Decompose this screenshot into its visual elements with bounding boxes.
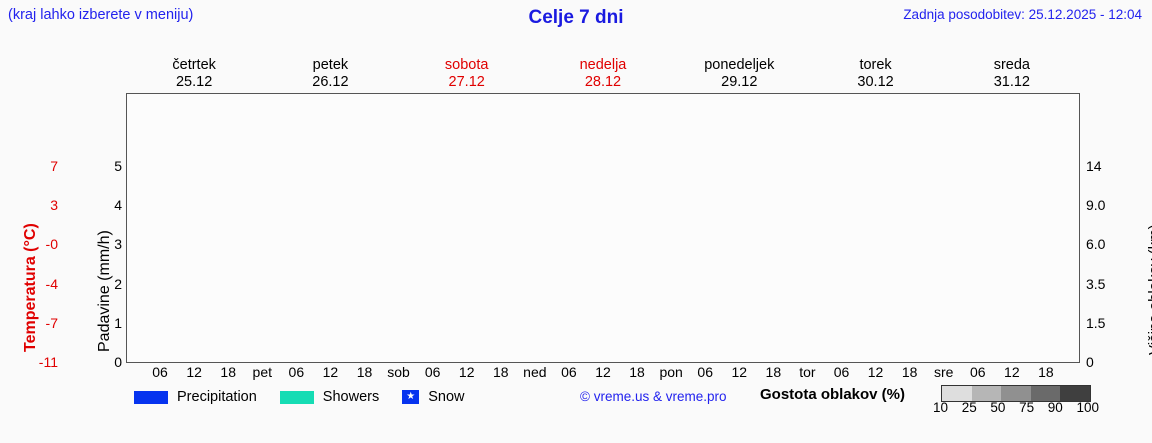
x-tick-label: 18 xyxy=(901,364,918,380)
day-header-7: sreda 31.12 xyxy=(944,57,1080,91)
day-date: 31.12 xyxy=(993,74,1030,90)
precipitation-tick-1: 4 xyxy=(114,197,122,214)
cloud-density-step xyxy=(1030,386,1061,401)
x-tick-label: 18 xyxy=(629,364,645,380)
cloud-density-tick: 100 xyxy=(1076,400,1099,415)
day-header-5: ponedeljek 29.12 xyxy=(671,57,807,91)
day-name: torek xyxy=(859,57,892,73)
precipitation-tick-2: 3 xyxy=(114,236,122,253)
cloudheight-tick-0: 14 xyxy=(1086,158,1102,174)
x-tick-label: 06 xyxy=(833,364,850,380)
cloud-density-colorbar xyxy=(941,385,1091,402)
day-date: 25.12 xyxy=(175,74,213,90)
x-tick-label: 12 xyxy=(595,364,611,380)
cloud-density-ticks: 10 25 50 75 90 100 xyxy=(933,400,1099,415)
cloud-density-tick: 25 xyxy=(961,400,977,415)
cloud-density-title: Gostota oblakov (%) xyxy=(760,386,906,403)
cloud-density-step xyxy=(1060,386,1090,401)
day-header-3: sobota 27.12 xyxy=(399,57,535,91)
day-name: petek xyxy=(312,57,349,73)
x-tick-label: 06 xyxy=(697,364,713,380)
x-tick-label: ned xyxy=(523,364,547,380)
cloud-density-tick: 75 xyxy=(1019,400,1035,415)
x-tick-label: sre xyxy=(933,364,954,380)
cloud-density-tick: 90 xyxy=(1047,400,1063,415)
x-tick-label: 18 xyxy=(1038,364,1054,380)
credit-link[interactable]: © vreme.us & vreme.pro xyxy=(580,389,727,404)
cloudheight-tick-3: 3.5 xyxy=(1086,275,1106,292)
cloudheight-tick-5: 0 xyxy=(1086,354,1094,370)
temperature-tick-4: -7 xyxy=(45,314,58,331)
page-header: (kraj lahko izberete v meniju) Celje 7 d… xyxy=(0,0,1152,34)
temperature-tick-1: 3 xyxy=(50,197,58,214)
temperature-tick-0: 7 xyxy=(50,158,58,174)
cloud-density-tick: 50 xyxy=(990,400,1006,415)
day-name: sreda xyxy=(993,57,1030,73)
cloudheight-tick-2: 6.0 xyxy=(1086,236,1106,253)
day-date: 28.12 xyxy=(584,74,622,90)
day-header-1: četrtek 25.12 xyxy=(126,57,262,91)
location-menu-note[interactable]: (kraj lahko izberete v meniju) xyxy=(8,7,194,23)
x-tick-label: pet xyxy=(252,364,273,380)
cloud-density-tick: 10 xyxy=(933,400,949,415)
cloud-density-step xyxy=(1001,386,1031,401)
x-tick-label: 18 xyxy=(356,364,373,380)
snow-swatch-icon: ★ xyxy=(402,390,420,404)
legend-label-precipitation: Precipitation xyxy=(177,389,257,405)
day-name: nedelja xyxy=(579,57,627,73)
x-tick-label: 12 xyxy=(731,364,748,380)
chart-frame xyxy=(126,93,1080,363)
x-tick-label: sob xyxy=(387,364,410,380)
x-tick-label: 06 xyxy=(152,364,168,380)
day-date: 26.12 xyxy=(312,74,349,90)
x-tick-label: 06 xyxy=(288,364,305,380)
day-date: 30.12 xyxy=(857,74,894,90)
cloudheight-tick-1: 9.0 xyxy=(1086,197,1106,214)
page-title: Celje 7 dni xyxy=(528,7,624,28)
cloudheight-tick-4: 1.5 xyxy=(1086,314,1106,331)
precipitation-tick-0: 5 xyxy=(114,158,122,174)
x-tick-label: tor xyxy=(799,364,816,380)
day-name: ponedeljek xyxy=(704,57,775,73)
showers-swatch xyxy=(279,390,314,404)
x-tick-label: 12 xyxy=(322,364,339,380)
x-tick-label: 18 xyxy=(492,364,509,380)
temperature-tick-3: -4 xyxy=(45,275,58,292)
x-tick-label: 12 xyxy=(867,364,884,380)
x-tick-label: 06 xyxy=(969,364,986,380)
cloudheight-axis-title: Višina oblakov (km) xyxy=(1146,224,1152,355)
temperature-tick-2: -0 xyxy=(45,236,58,253)
x-tick-label: 12 xyxy=(186,364,202,380)
precipitation-tick-5: 0 xyxy=(114,354,122,370)
precipitation-tick-3: 2 xyxy=(114,275,122,292)
day-name: četrtek xyxy=(172,57,216,73)
precipitation-tick-4: 1 xyxy=(114,314,122,331)
legend-label-showers: Showers xyxy=(322,389,380,405)
x-tick-label: 06 xyxy=(424,364,441,380)
x-tick-label: 06 xyxy=(561,364,577,380)
cloud-density-step xyxy=(971,386,1002,401)
cloud-density-step xyxy=(942,386,972,401)
day-header-6: torek 30.12 xyxy=(807,57,943,91)
x-tick-label: 18 xyxy=(220,364,236,380)
x-tick-label: pon xyxy=(659,364,683,380)
x-tick-label: 12 xyxy=(458,364,475,380)
x-tick-label: 18 xyxy=(765,364,782,380)
day-date: 27.12 xyxy=(448,74,485,90)
day-name: sobota xyxy=(444,57,489,73)
temperature-tick-5: -11 xyxy=(38,354,58,370)
last-updated-label: Zadnja posodobitev: 25.12.2025 - 12:04 xyxy=(903,7,1142,22)
precipitation-swatch xyxy=(134,390,168,404)
day-header-4: nedelja 28.12 xyxy=(535,57,671,91)
day-header-2: petek 26.12 xyxy=(262,57,398,91)
chart-legend: Precipitation Showers ★ Snow xyxy=(134,386,479,408)
x-tick-label: 12 xyxy=(1004,364,1020,380)
day-date: 29.12 xyxy=(721,74,758,90)
legend-label-snow: Snow xyxy=(428,389,465,405)
